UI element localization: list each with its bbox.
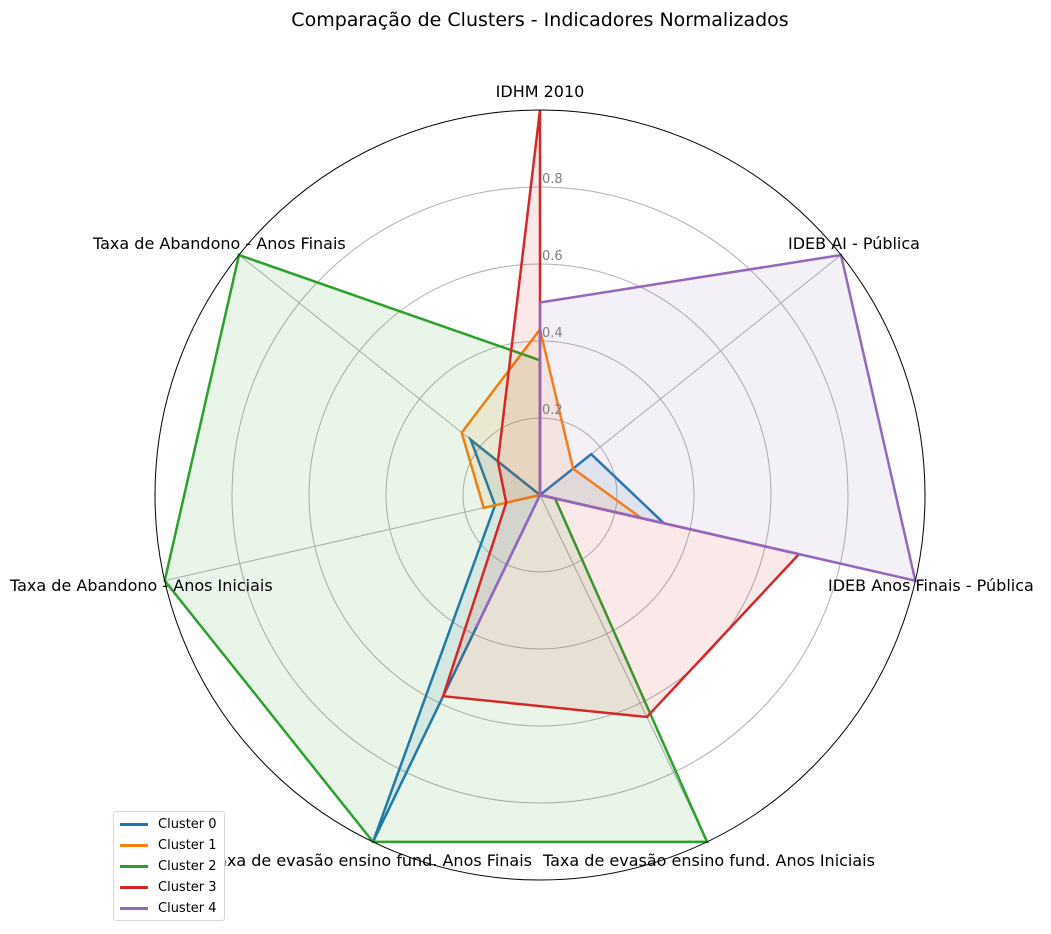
axis-spoke xyxy=(164,494,541,582)
legend-swatch xyxy=(120,886,148,889)
axis-label: Taxa de Abandono - Anos Iniciais xyxy=(9,576,273,595)
legend-item: Cluster 1 xyxy=(120,835,224,856)
outer-circle xyxy=(154,109,926,881)
legend-label: Cluster 0 xyxy=(158,817,217,832)
radial-tick-label: 0.6 xyxy=(542,249,563,264)
axis-label: IDHM 2010 xyxy=(496,82,585,101)
legend: Cluster 0 Cluster 1 Cluster 2 Cluster 3 Clus… xyxy=(113,811,225,921)
axis-label: IDEB Anos Finais - Pública xyxy=(828,576,1034,595)
legend-label: Cluster 1 xyxy=(158,838,217,853)
axis-label: Taxa de evasão ensino fund. Anos Iniciai… xyxy=(542,851,875,870)
series-layer xyxy=(163,109,917,844)
legend-label: Cluster 3 xyxy=(158,880,217,895)
label-layer: 0.2 0.4 0.6 0.8 IDHM 2010 IDEB AI - Pública ID… xyxy=(9,82,1034,881)
axis-label: Taxa de Abandono - Anos Finais xyxy=(92,234,346,253)
series-polygon-cluster-0 xyxy=(371,436,669,843)
legend-item: Cluster 0 xyxy=(120,814,224,835)
legend-label: Cluster 4 xyxy=(158,901,217,916)
legend-swatch xyxy=(120,907,148,910)
axis-label: Taxa de evasão ensino fund. Anos Finais xyxy=(209,851,532,870)
axis-label: IDEB AI - Pública xyxy=(788,234,920,253)
radial-tick-label: 0.4 xyxy=(542,326,563,341)
radial-tick-label: 0.8 xyxy=(542,172,563,187)
legend-swatch xyxy=(120,865,148,868)
axis-spoke xyxy=(539,494,708,843)
chart-title: Comparação de Clusters - Indicadores Nor… xyxy=(291,9,788,31)
legend-item: Cluster 4 xyxy=(120,898,224,919)
legend-swatch xyxy=(120,844,148,847)
radial-tick-label: 0.2 xyxy=(542,403,563,418)
legend-swatch xyxy=(120,823,148,826)
legend-item: Cluster 2 xyxy=(120,856,224,877)
legend-label: Cluster 2 xyxy=(158,859,217,874)
legend-item: Cluster 3 xyxy=(120,877,224,898)
